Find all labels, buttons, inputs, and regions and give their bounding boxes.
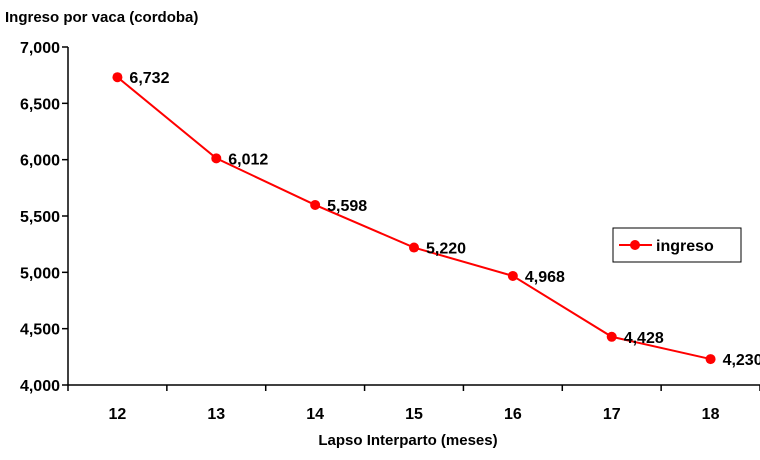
legend-label: ingreso [656, 238, 714, 255]
data-label: 4,968 [525, 269, 565, 286]
data-point [409, 242, 419, 253]
y-tick-label: 4,500 [20, 322, 60, 339]
y-tick-label: 4,000 [20, 378, 60, 395]
y-tick-label: 5,500 [20, 209, 60, 226]
data-label: 5,220 [426, 241, 466, 258]
data-point [211, 153, 222, 164]
data-label: 6,732 [129, 70, 169, 87]
data-label: 6,012 [228, 151, 268, 168]
legend-marker [630, 240, 640, 250]
data-point [606, 331, 617, 342]
data-label: 4,230 [723, 352, 760, 369]
y-tick-label: 7,000 [20, 40, 60, 57]
x-tick-label: 12 [109, 406, 127, 423]
x-tick-label: 17 [603, 406, 621, 423]
x-tick-label: 15 [405, 406, 423, 423]
axes: 4,000 4,500 5,000 5,500 6,000 6,500 7,000 12 13 1… [20, 40, 760, 423]
x-axis-title: Lapso Interparto (meses) [318, 432, 497, 449]
data-label: 4,428 [624, 330, 664, 347]
data-label: 5,598 [327, 198, 367, 215]
x-tick-label: 13 [207, 406, 225, 423]
data-point [705, 354, 716, 365]
series-line [116, 76, 711, 361]
y-tick-label: 6,000 [20, 153, 60, 170]
series-layer: 6,732 6,012 5,598 5,220 4,968 4,428 4,230 [112, 70, 760, 369]
x-tick-label: 16 [504, 406, 522, 423]
data-point [112, 72, 123, 83]
x-tick-label: 14 [306, 406, 324, 423]
y-tick-label: 5,000 [20, 265, 60, 282]
chart-title: Ingreso por vaca (cordoba) [5, 9, 198, 26]
legend: ingreso [612, 227, 742, 263]
y-tick-label: 6,500 [20, 96, 60, 113]
data-point [507, 270, 518, 281]
x-tick-label: 18 [702, 406, 720, 423]
data-point [310, 199, 321, 210]
